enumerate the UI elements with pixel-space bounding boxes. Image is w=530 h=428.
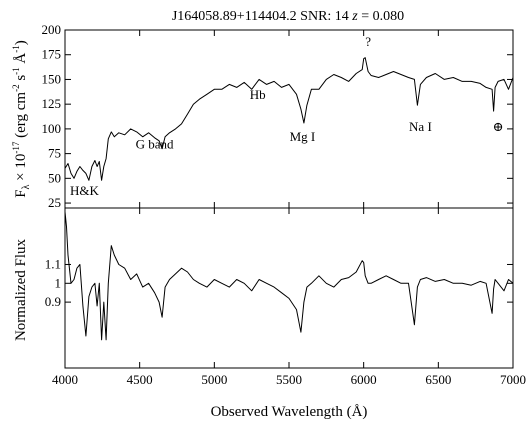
normalized-y-tick-label: 1 [55,275,62,290]
x-tick-label: 5000 [201,372,227,387]
line-annotation: Mg I [290,129,316,144]
flux-y-tick-label: 75 [48,146,61,161]
x-tick-label: 7000 [500,372,526,387]
chart-title: J164058.89+114404.2 SNR: 14 z = 0.080 [172,9,404,24]
flux-y-tick-label: 125 [42,96,62,111]
normalized-spectrum-line [64,211,514,341]
normalized-y-tick-label: 1.1 [45,256,61,271]
normalized-axis-label: Normalized Flux [13,238,29,341]
x-tick-label: 4000 [52,372,78,387]
x-tick-label: 6000 [351,372,377,387]
line-annotation: ? [365,34,371,49]
x-tick-label: 4500 [127,372,153,387]
flux-y-tick-label: 175 [42,47,62,62]
line-annotation: G band [136,137,174,152]
flux-y-tick-label: 25 [48,195,61,210]
flux-panel-frame [64,29,514,209]
line-annotation: Hb [250,87,266,102]
normalized-y-tick-label: 0.9 [45,294,61,309]
line-annotation: H&K [70,183,100,198]
flux-axis-label: Fλ × 10-17 (erg cm-2 s-1 Å-1) [11,40,32,198]
normalized-panel-frame [64,207,514,369]
flux-y-tick-label: 100 [42,121,62,136]
x-axis-label: Observed Wavelength (Å) [211,404,368,420]
line-annotation: Na I [409,119,432,134]
flux-spectrum-line [64,57,514,181]
flux-y-tick-label: 50 [48,170,61,185]
line-annotation: ⊕ [493,119,504,134]
flux-panel: 25 50 75 100 125 150 175 200 H&K G band Hb Mg I? Na… [11,22,514,210]
flux-y-tick-label: 150 [42,71,62,86]
x-tick-label: 6500 [425,372,451,387]
flux-y-tick-label: 200 [42,22,62,37]
x-tick-label: 5500 [276,372,302,387]
normalized-panel: 0.9 1 1.1 4000 4500 5000 5500 6000 6500 7000 Nor… [13,30,526,387]
